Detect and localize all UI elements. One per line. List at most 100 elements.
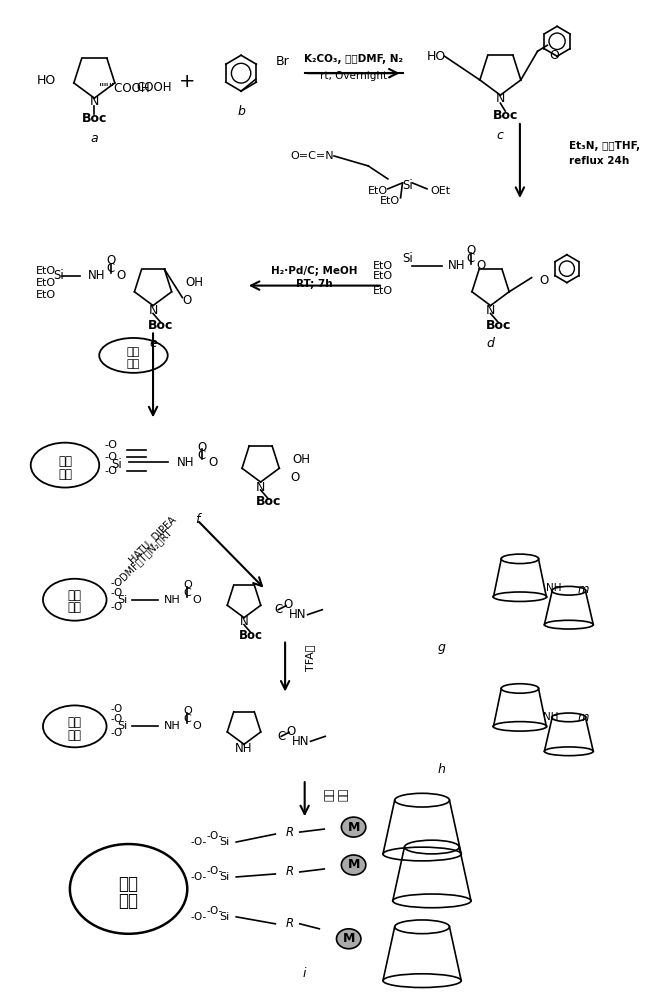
Text: -O-: -O- [191, 872, 207, 882]
Text: e: e [149, 337, 157, 350]
Text: g: g [438, 641, 445, 654]
Text: C: C [277, 730, 285, 743]
Text: rt, Overnight: rt, Overnight [320, 71, 387, 81]
Text: N: N [256, 481, 265, 494]
Text: OH: OH [185, 276, 203, 289]
Text: TFA条: TFA条 [305, 644, 315, 671]
Text: NH: NH [164, 721, 181, 731]
Text: Si: Si [219, 837, 229, 847]
Text: EtO: EtO [35, 278, 56, 288]
Text: C: C [183, 588, 191, 598]
Text: EtO: EtO [373, 271, 393, 281]
Text: +: + [179, 72, 196, 91]
Text: O: O [193, 721, 202, 731]
Text: M: M [348, 821, 360, 834]
Text: HN: HN [289, 608, 307, 621]
Text: C: C [107, 262, 115, 275]
Text: HN: HN [292, 735, 309, 748]
Text: O: O [286, 725, 296, 738]
Text: O: O [193, 595, 202, 605]
Text: Si: Si [219, 912, 229, 922]
Text: Boc: Boc [148, 319, 173, 332]
Text: -O-: -O- [206, 831, 223, 841]
Text: O: O [549, 49, 559, 62]
Text: a: a [91, 132, 98, 145]
Text: EtO: EtO [373, 261, 393, 271]
Text: 金属: 金属 [339, 788, 349, 801]
Text: NH: NH [543, 712, 559, 722]
Text: f: f [195, 513, 199, 526]
Text: Boc: Boc [493, 109, 518, 122]
Text: 微球: 微球 [68, 601, 81, 614]
Text: O: O [283, 598, 292, 611]
Text: Si: Si [112, 458, 122, 471]
Text: N: N [240, 615, 248, 628]
Text: -O: -O [104, 440, 118, 450]
Text: """COOH: """COOH [99, 82, 151, 95]
Text: C: C [198, 449, 206, 462]
Text: R: R [286, 917, 294, 930]
Text: O: O [466, 244, 476, 257]
Text: Boc: Boc [486, 319, 511, 332]
Text: h: h [438, 763, 445, 776]
Text: N: N [495, 92, 505, 105]
Text: EtO: EtO [373, 286, 393, 296]
Text: Si: Si [53, 269, 64, 282]
Text: 固载: 固载 [325, 788, 334, 801]
Text: 无机: 无机 [68, 716, 81, 729]
Text: OEt: OEt [430, 186, 450, 196]
Ellipse shape [342, 855, 366, 875]
Text: Si: Si [118, 595, 128, 605]
Text: R: R [286, 865, 294, 878]
Text: COOH: COOH [136, 81, 172, 94]
Text: 微球: 微球 [68, 729, 81, 742]
Text: HATU, DIPEA: HATU, DIPEA [127, 515, 179, 565]
Text: K₂CO₃, 无水DMF, N₂: K₂CO₃, 无水DMF, N₂ [304, 54, 403, 64]
Text: b: b [237, 105, 245, 118]
Text: -O-: -O- [191, 837, 207, 847]
Text: O: O [290, 471, 300, 484]
Text: m: m [578, 711, 589, 724]
Text: O: O [183, 580, 192, 590]
Text: O: O [183, 294, 192, 307]
Text: Boc: Boc [239, 629, 263, 642]
Text: 微球: 微球 [118, 892, 139, 910]
Ellipse shape [336, 929, 361, 949]
Text: Si: Si [118, 721, 128, 731]
Text: EtO: EtO [35, 290, 56, 300]
Text: O: O [208, 456, 217, 469]
Text: OH: OH [293, 453, 311, 466]
Text: -O-: -O- [206, 866, 223, 876]
Text: M: M [342, 932, 355, 945]
Text: HO: HO [37, 74, 57, 87]
Text: -O: -O [104, 466, 118, 476]
Text: Si: Si [402, 252, 413, 265]
Text: 微球: 微球 [58, 468, 72, 481]
Text: O=C=N: O=C=N [290, 151, 334, 161]
Text: NH: NH [447, 259, 465, 272]
Text: DMF，T，N₂，RT: DMF，T，N₂，RT [118, 527, 174, 583]
Text: -O: -O [111, 728, 123, 738]
Text: R: R [286, 826, 294, 839]
Text: Boc: Boc [256, 495, 281, 508]
Text: c: c [497, 129, 504, 142]
Text: 无机: 无机 [127, 347, 140, 357]
Text: C: C [467, 252, 475, 265]
Text: EtO: EtO [368, 186, 388, 196]
Text: C: C [274, 603, 283, 616]
Text: O: O [197, 441, 206, 454]
Text: Si: Si [402, 179, 413, 192]
Text: 微球: 微球 [127, 359, 140, 369]
Text: -O: -O [111, 578, 123, 588]
Text: i: i [303, 967, 306, 980]
Text: EtO: EtO [380, 196, 399, 206]
Text: O: O [183, 706, 192, 716]
Text: O: O [116, 269, 125, 282]
Text: Br: Br [275, 55, 289, 68]
Text: O: O [540, 274, 549, 287]
Text: O: O [476, 259, 486, 272]
Text: m: m [578, 583, 589, 596]
Text: N: N [148, 304, 158, 317]
Text: N: N [89, 95, 99, 108]
Text: NH: NH [87, 269, 105, 282]
